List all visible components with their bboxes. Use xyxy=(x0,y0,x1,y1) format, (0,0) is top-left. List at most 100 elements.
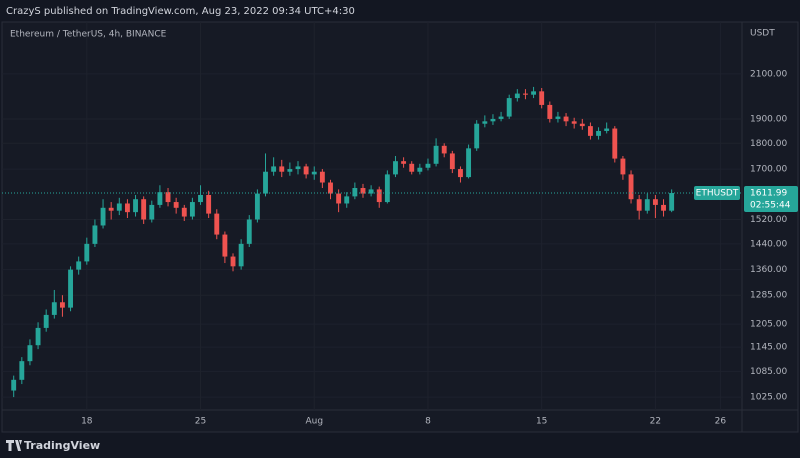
candle-body xyxy=(328,182,333,194)
candle-body xyxy=(27,345,33,362)
y-tick-label: 1700.00 xyxy=(750,165,787,175)
candle-body xyxy=(490,118,496,122)
candle-body xyxy=(108,207,114,211)
chart-panel xyxy=(1,21,799,433)
candle-body xyxy=(295,166,301,170)
candle-body xyxy=(35,327,41,346)
candle-body xyxy=(368,189,374,194)
candle-body xyxy=(84,243,90,262)
candle-body xyxy=(124,203,130,213)
candle-body xyxy=(384,174,390,203)
candle-body xyxy=(523,93,528,95)
candle-body xyxy=(409,163,415,172)
candle-body xyxy=(68,269,73,308)
candle-body xyxy=(254,193,260,220)
candle-body xyxy=(604,128,610,131)
candle-body xyxy=(189,202,195,217)
candle-body xyxy=(11,379,17,391)
candle-body xyxy=(506,98,512,117)
candle-body xyxy=(149,204,155,220)
candle-body xyxy=(59,302,65,308)
x-tick-label: 22 xyxy=(650,417,661,427)
candle-body xyxy=(612,128,618,159)
candle-body xyxy=(433,145,439,164)
symbol-label-box xyxy=(694,186,740,201)
candle-body xyxy=(173,202,179,208)
y-tick-label: 1145.00 xyxy=(750,343,787,353)
candle-body xyxy=(417,167,423,172)
x-tick-label: 26 xyxy=(715,417,727,427)
candle-body xyxy=(43,314,49,328)
candle-body xyxy=(360,188,366,194)
candle-body xyxy=(669,193,675,211)
candle-body xyxy=(425,163,431,168)
candle-body xyxy=(19,361,25,380)
candle-body xyxy=(636,199,642,211)
publish-info: CrazyS published on TradingView.com, Aug… xyxy=(6,6,355,17)
candle-body xyxy=(279,166,285,172)
candle-body xyxy=(555,116,561,119)
candle-body xyxy=(587,126,593,136)
candle-body xyxy=(644,199,650,211)
candle-body xyxy=(393,161,398,175)
x-tick-label: Aug xyxy=(305,417,323,427)
candle-body xyxy=(474,123,480,149)
candle-body xyxy=(303,166,309,175)
y-tick-label: 1440.00 xyxy=(750,239,787,249)
chart-title: Ethereum / TetherUS, 4h, BINANCE xyxy=(10,30,167,40)
candle-body xyxy=(661,204,666,211)
candles xyxy=(11,86,675,398)
y-unit: USDT xyxy=(750,29,775,39)
candle-body xyxy=(214,213,220,235)
symbol-label: ETHUSDT xyxy=(696,189,739,199)
candle-body xyxy=(531,91,537,95)
y-tick-label: 1360.00 xyxy=(750,265,787,275)
candle-body xyxy=(336,193,342,204)
candle-body xyxy=(401,161,407,164)
candle-body xyxy=(206,194,212,214)
y-tick-label: 2100.00 xyxy=(750,69,787,79)
footer-logo: TradingView xyxy=(6,439,100,452)
candle-body xyxy=(319,171,325,183)
x-tick-label: 8 xyxy=(425,417,431,427)
countdown: 02:55:44 xyxy=(750,201,791,211)
candle-body xyxy=(652,199,658,205)
candle-body xyxy=(441,145,447,154)
y-tick-label: 1085.00 xyxy=(750,367,787,377)
candle-body xyxy=(92,225,98,244)
x-tick-label: 18 xyxy=(81,417,93,427)
brand: TradingView xyxy=(24,439,100,452)
candle-body xyxy=(563,116,569,122)
candle-body xyxy=(376,189,382,203)
x-tick-label: 15 xyxy=(536,417,547,427)
candle-body xyxy=(620,158,626,175)
y-tick-label: 1205.00 xyxy=(750,320,787,330)
y-tick-label: 1800.00 xyxy=(750,139,787,149)
candle-body xyxy=(514,93,520,99)
candle-body xyxy=(230,256,236,267)
candle-body xyxy=(311,171,317,175)
candle-body xyxy=(344,196,350,204)
y-tick-label: 1285.00 xyxy=(750,291,787,301)
x-tick-label: 25 xyxy=(195,417,206,427)
candle-body xyxy=(165,192,171,203)
y-tick-label: 1520.00 xyxy=(750,215,787,225)
candle-body xyxy=(76,261,82,270)
candle-body xyxy=(141,199,147,220)
y-tick-label: 1025.00 xyxy=(750,393,787,403)
candle-body xyxy=(100,207,106,226)
candle-body xyxy=(547,104,553,119)
candle-body xyxy=(539,91,545,105)
grid xyxy=(2,22,742,410)
price-label-box xyxy=(744,186,798,213)
candle-body xyxy=(157,192,163,205)
candle-body xyxy=(51,302,57,315)
candle-body xyxy=(482,121,488,124)
candle-body xyxy=(263,171,268,194)
candle-body xyxy=(579,123,585,127)
candle-body xyxy=(271,166,277,172)
candle-body xyxy=(596,130,601,136)
candle-body xyxy=(222,234,228,257)
candle-body xyxy=(458,169,463,178)
